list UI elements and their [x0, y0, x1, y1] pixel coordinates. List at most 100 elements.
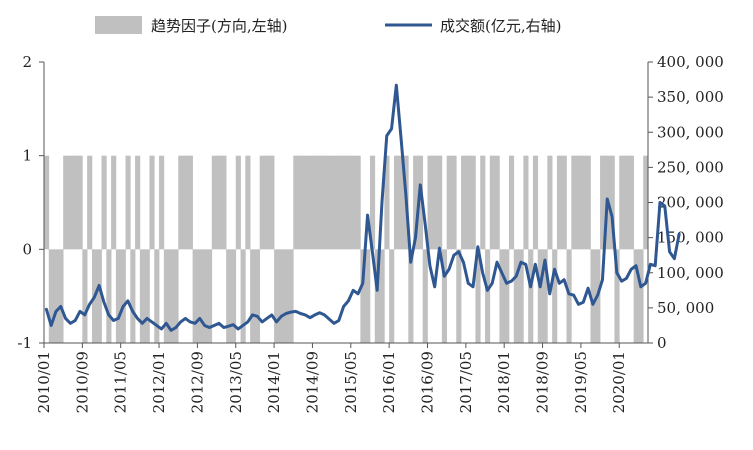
trend-bar — [197, 249, 203, 343]
trend-bar — [475, 249, 481, 343]
trend-bar — [547, 155, 553, 250]
trend-bar — [312, 155, 318, 250]
trend-bar — [432, 155, 438, 250]
trend-bar — [485, 249, 491, 343]
trend-bar — [139, 249, 146, 343]
trend-bars — [44, 155, 649, 343]
trend-bar — [437, 155, 443, 250]
trend-bar — [302, 155, 308, 250]
trend-bar — [235, 155, 241, 250]
turnover-line-layer — [44, 83, 681, 332]
trend-bar — [87, 155, 93, 250]
trend-bar — [101, 155, 107, 250]
trend-bar — [628, 155, 634, 250]
right-tick-label: 0 — [657, 334, 667, 352]
trend-bar — [346, 155, 352, 250]
x-tick-label: 2010/01 — [35, 351, 53, 413]
trend-bar — [44, 155, 50, 250]
trend-bar — [326, 155, 332, 250]
trend-bar — [307, 155, 313, 250]
trend-bar — [149, 155, 155, 250]
x-tick-label: 2019/05 — [572, 351, 590, 413]
right-tick-label: 300, 000 — [657, 123, 724, 141]
trend-bar — [115, 249, 122, 343]
trend-bar — [417, 155, 424, 250]
trend-bar — [226, 249, 232, 343]
trend-bar — [245, 155, 251, 250]
trend-bar — [552, 249, 558, 343]
trend-bar — [67, 155, 74, 250]
trend-bar — [178, 155, 184, 250]
trend-bar — [144, 249, 150, 343]
trend-bar — [48, 249, 54, 343]
trend-bar — [120, 249, 126, 343]
x-tick-label: 2018/09 — [534, 351, 552, 413]
left-tick-label: -1 — [17, 334, 32, 352]
trend-bar — [384, 155, 390, 250]
trend-bar — [470, 155, 476, 250]
trend-bar — [542, 249, 548, 343]
trend-bar — [269, 155, 275, 250]
trend-bar — [159, 155, 165, 250]
trend-bar — [609, 155, 615, 250]
right-tick-label: 200, 000 — [657, 194, 724, 212]
trend-bar — [250, 249, 256, 343]
trend-bar — [163, 249, 169, 343]
trend-bar — [254, 249, 261, 343]
x-tick-label: 2018/01 — [495, 351, 513, 413]
trend-bar — [408, 249, 414, 343]
legend-bar-swatch — [95, 16, 142, 34]
trend-bar — [518, 249, 524, 343]
trend-bar — [398, 155, 404, 250]
trend-bar — [580, 155, 587, 250]
trend-bar — [53, 249, 59, 343]
trend-bar — [643, 155, 649, 250]
trend-bar — [537, 249, 543, 343]
trend-bar — [365, 249, 371, 343]
trend-bar — [72, 155, 78, 250]
trend-bar — [82, 249, 88, 343]
trend-bar — [528, 249, 534, 343]
trend-bar — [427, 155, 433, 250]
trend-bar — [355, 155, 361, 250]
trend-bar — [274, 249, 280, 343]
trend-bar — [494, 155, 500, 250]
trend-bar — [499, 249, 505, 343]
trend-bar — [278, 249, 285, 343]
x-tick-label: 2012/09 — [188, 351, 206, 413]
trend-bar — [461, 155, 467, 250]
trend-bar — [508, 155, 515, 250]
x-tick-label: 2013/05 — [227, 351, 245, 413]
trend-bar — [566, 249, 572, 343]
trend-bar — [369, 155, 376, 250]
trend-bar — [489, 155, 495, 250]
trend-bar — [298, 155, 304, 250]
trend-bar — [556, 155, 563, 250]
trend-bar — [211, 155, 217, 250]
trend-bar — [206, 249, 213, 343]
trend-bar — [504, 249, 510, 343]
trend-bar — [77, 155, 83, 250]
trend-bar — [350, 155, 356, 250]
trend-bar — [590, 249, 596, 343]
x-tick-label: 2014/09 — [303, 351, 321, 413]
trend-bar — [322, 155, 328, 250]
trend-bar — [259, 155, 265, 250]
trend-bar — [183, 155, 189, 250]
x-tick-label: 2020/01 — [610, 351, 628, 413]
turnover-line — [44, 83, 681, 332]
trend-bar — [379, 249, 385, 343]
trend-bar — [614, 249, 620, 343]
trend-bar — [192, 249, 198, 343]
trend-bar — [202, 249, 208, 343]
trend-bar — [456, 249, 462, 343]
trend-bar — [619, 155, 625, 250]
trend-bar — [317, 155, 323, 250]
trend-bar — [451, 155, 457, 250]
trend-bar — [600, 155, 606, 250]
trend-bar — [240, 249, 246, 343]
trend-bar — [389, 249, 395, 343]
trend-bar — [288, 249, 294, 343]
right-tick-label: 250, 000 — [657, 158, 724, 176]
trend-bar — [576, 155, 582, 250]
